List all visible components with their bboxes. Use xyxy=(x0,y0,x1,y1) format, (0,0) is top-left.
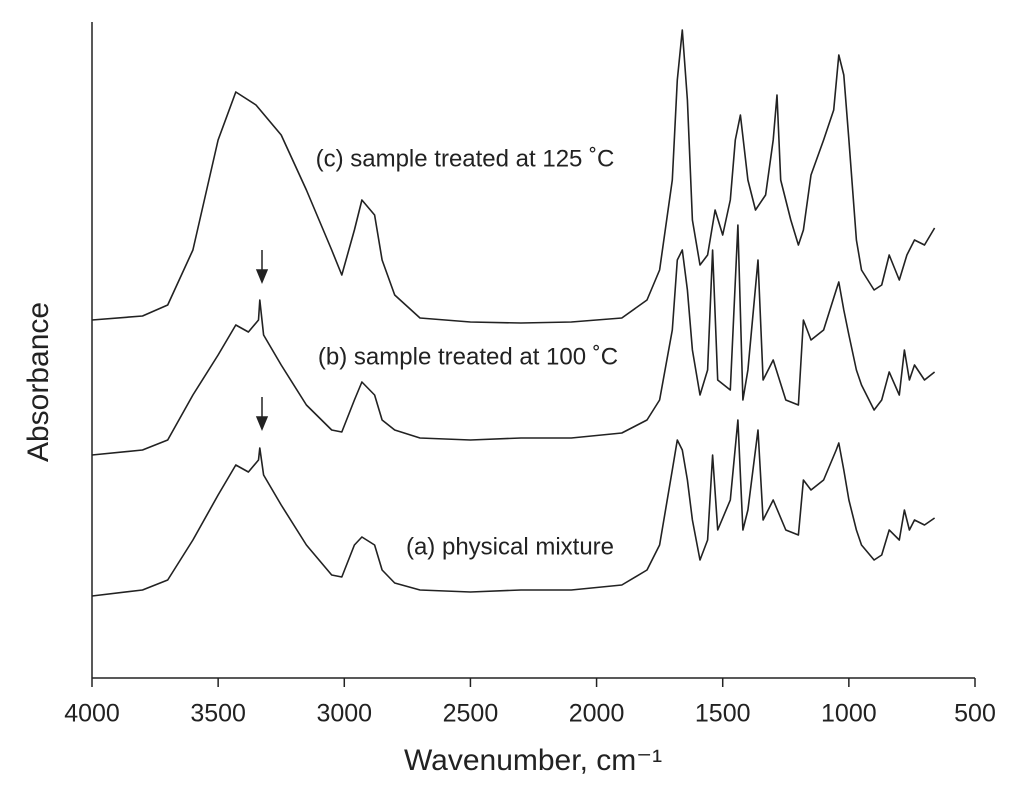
x-tick-label: 2500 xyxy=(443,700,499,728)
x-tick-label: 4000 xyxy=(64,700,120,728)
series-label: (b) sample treated at 100 ˚C xyxy=(318,343,618,370)
x-tick-label: 1000 xyxy=(821,700,877,728)
x-axis-label: Wavenumber, cm⁻¹ xyxy=(404,744,662,777)
x-tick-label: 1500 xyxy=(695,700,751,728)
y-axis-label: Absorbance xyxy=(22,302,55,462)
arrow xyxy=(255,250,269,431)
x-tick-label: 2000 xyxy=(569,700,625,728)
x-tick-label: 3500 xyxy=(190,700,246,728)
x-tick-label: 3000 xyxy=(316,700,372,728)
series-label: (c) sample treated at 125 ˚C xyxy=(316,145,615,172)
spectrum-line xyxy=(91,419,936,597)
spectrum-line xyxy=(91,224,936,456)
x-tick-label: 500 xyxy=(954,700,996,728)
spectrum-line xyxy=(91,29,936,324)
series-label: (a) physical mixture xyxy=(406,533,614,560)
